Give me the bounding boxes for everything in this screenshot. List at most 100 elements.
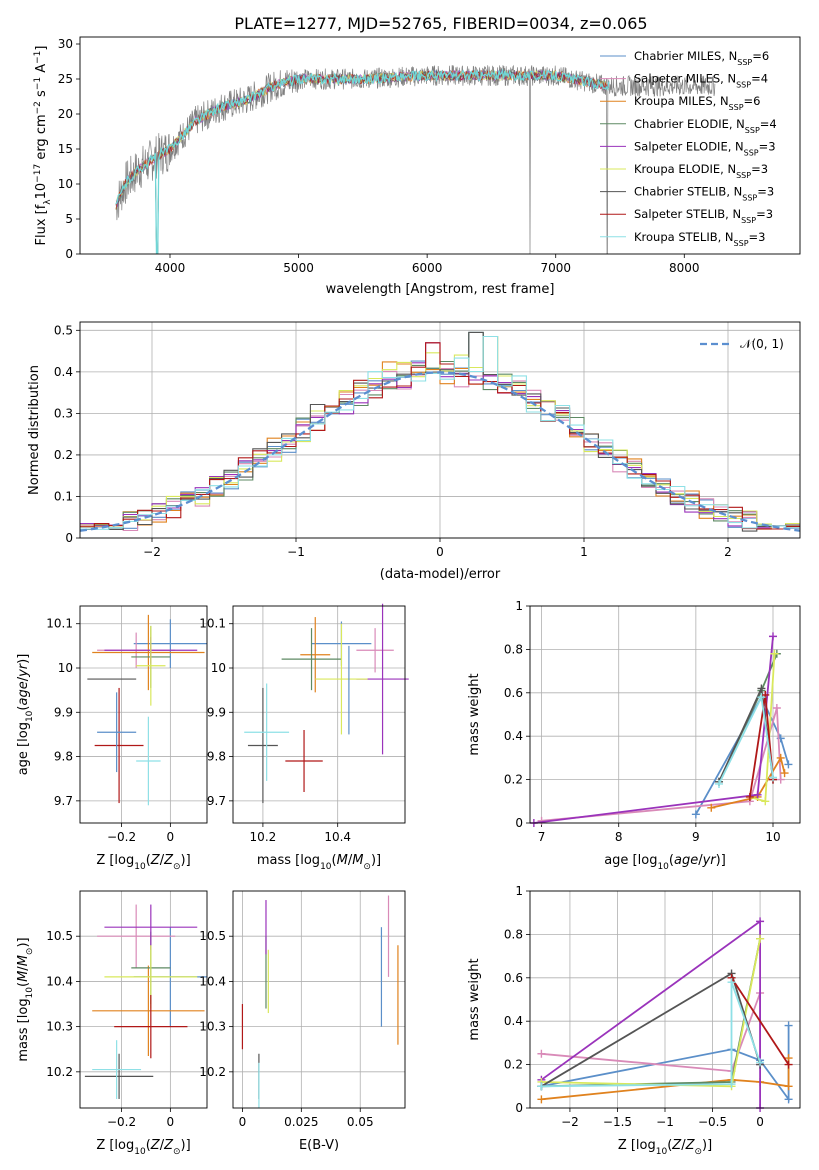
mass_vs_Z-ylabel: mass [log10(M/M⊙)] bbox=[16, 937, 35, 1061]
ylabel-part: M bbox=[16, 971, 31, 982]
weight-marker-8 bbox=[537, 1082, 546, 1091]
weight-marker-8 bbox=[727, 978, 736, 987]
residual_hist-xlabel: (data-model)/error bbox=[380, 567, 501, 582]
weight-marker-8 bbox=[727, 1080, 736, 1089]
ylabel-part: λ bbox=[43, 199, 53, 205]
y-tick-label: 0.6 bbox=[504, 686, 523, 700]
weight-line-8 bbox=[541, 981, 761, 1088]
ylabel-part: age bbox=[16, 681, 31, 705]
xlabel-part: / bbox=[160, 1138, 165, 1153]
model-spectrum-line-4 bbox=[115, 69, 610, 254]
spectrum-axes: 4000 5000 6000 7000 8000 0 5 10 15 20 25 30 bbox=[58, 37, 700, 275]
ylabel-part: Normed distribution bbox=[27, 365, 42, 495]
weight-marker-0 bbox=[784, 1021, 793, 1030]
mass_vs_Z-xlabel: Z [log10(Z/Z⊙)] bbox=[96, 1138, 190, 1157]
y-tick-label: 0.5 bbox=[54, 323, 73, 337]
age_vs_Z-plot bbox=[87, 614, 207, 806]
x-tick-label: 8 bbox=[615, 830, 623, 844]
x-tick-label: 2 bbox=[724, 545, 732, 559]
ylabel-part: −1 bbox=[33, 77, 43, 90]
legend-label-6: Chabrier STELIB, NSSP=3 bbox=[634, 185, 774, 203]
weight-marker-4 bbox=[753, 790, 762, 799]
x-tick-label: 8000 bbox=[669, 261, 700, 275]
axes-frame bbox=[79, 321, 801, 539]
residual_hist-ylabel: Normed distribution bbox=[27, 365, 42, 495]
x-tick-label: 5000 bbox=[283, 261, 314, 275]
ylabel-part: 10 bbox=[34, 183, 49, 200]
xlabel-part: 10 bbox=[656, 1147, 668, 1157]
weight-marker-1 bbox=[776, 775, 785, 784]
model-spectrum-line-5 bbox=[115, 69, 610, 254]
weight-marker-5 bbox=[761, 797, 770, 806]
model-spectrum-line-1 bbox=[115, 70, 610, 254]
y-tick-label: 1 bbox=[515, 884, 523, 898]
weight-marker-2 bbox=[784, 1082, 793, 1091]
xlabel-part: / bbox=[698, 853, 703, 868]
x-tick-label: −1.5 bbox=[603, 1115, 632, 1129]
xlabel-part: 10 bbox=[134, 862, 146, 872]
weight-marker-5 bbox=[770, 649, 779, 658]
ylabel-part: −17 bbox=[33, 164, 43, 183]
x-tick-label: 0 bbox=[167, 830, 175, 844]
legend-label-base: Salpeter STELIB, N bbox=[634, 207, 741, 221]
xlabel-part: ( bbox=[669, 853, 674, 868]
ylabel-part: M bbox=[16, 955, 31, 966]
xlabel-part: ⊙ bbox=[173, 862, 181, 872]
legend-label-0: Chabrier MILES, NSSP=6 bbox=[634, 49, 769, 67]
weight_vs_Z-xlabel: Z [log10(Z/Z⊙)] bbox=[618, 1138, 712, 1157]
legend-label-sub: SSP bbox=[734, 238, 749, 247]
legend-label-base: Chabrier STELIB, N bbox=[634, 185, 742, 199]
mass_vs_EBV-axes: 0 0.025 0.05 10.2 10.3 10.4 10.5 bbox=[199, 891, 405, 1129]
y-tick-label: 0.2 bbox=[504, 1058, 523, 1072]
y-tick-label: 0.4 bbox=[504, 729, 523, 743]
spectrum-ylabel: Flux [fλ10−17 erg cm−2 s−1 A−1] bbox=[33, 46, 53, 246]
age_vs_mass-plot bbox=[244, 603, 409, 804]
x-tick-label: 0 bbox=[239, 1115, 247, 1129]
legend-label-3: Chabrier ELODIE, NSSP=4 bbox=[634, 117, 777, 135]
ylabel-part: ( bbox=[16, 706, 31, 711]
legend-label-tail: =3 bbox=[751, 162, 768, 176]
y-tick-label: 9.8 bbox=[207, 750, 226, 764]
legend-label-sub: SSP bbox=[744, 148, 759, 157]
ylabel-part: ( bbox=[16, 982, 31, 987]
legend-label-base: Salpeter ELODIE, N bbox=[634, 139, 744, 153]
y-tick-label: 10 bbox=[58, 661, 73, 675]
y-tick-label: 20 bbox=[58, 107, 73, 121]
legend-label-tail: =3 bbox=[759, 139, 776, 153]
y-tick-label: 9.8 bbox=[54, 750, 73, 764]
y-tick-label: 9.9 bbox=[207, 705, 226, 719]
age_vs_Z-xlabel: Z [log10(Z/Z⊙)] bbox=[96, 853, 190, 872]
y-tick-label: 9.9 bbox=[54, 705, 73, 719]
ylabel-part: mass weight bbox=[467, 958, 482, 1040]
legend-label-sub: SSP bbox=[736, 80, 751, 89]
legend-label-base: Salpeter MILES, N bbox=[634, 72, 736, 86]
xlabel-part: )] bbox=[716, 853, 726, 868]
ylabel-part: erg cm bbox=[34, 114, 49, 163]
xlabel-part: yr bbox=[702, 853, 718, 868]
legend-label-sub: SSP bbox=[741, 216, 756, 225]
mass_vs_EBV-plot bbox=[241, 895, 399, 1108]
axes-frame bbox=[529, 605, 801, 824]
legend-label-tail: =4 bbox=[760, 117, 777, 131]
y-tick-label: 10.1 bbox=[46, 617, 73, 631]
xlabel-part: M bbox=[337, 853, 348, 868]
y-tick-label: 10.2 bbox=[199, 1065, 226, 1079]
weight-marker-8 bbox=[769, 773, 777, 782]
xlabel-part: )] bbox=[181, 1138, 191, 1153]
model-spectrum-line-2 bbox=[115, 69, 610, 254]
y-tick-label: 30 bbox=[58, 37, 73, 51]
xlabel-part: (data-model)/error bbox=[380, 567, 501, 582]
ylabel-part: / bbox=[16, 676, 31, 681]
xlabel-part: ( bbox=[332, 853, 337, 868]
legend-normal-label: 𝒩(0, 1) bbox=[740, 337, 784, 351]
xlabel-part: Z bbox=[163, 853, 174, 868]
y-tick-label: 10 bbox=[211, 661, 226, 675]
x-tick-label: −0.5 bbox=[698, 1115, 727, 1129]
y-tick-label: 9.7 bbox=[54, 794, 73, 808]
weight_vs_age-plot bbox=[529, 632, 793, 827]
x-tick-label: 0.05 bbox=[347, 1115, 374, 1129]
x-tick-label: 0 bbox=[167, 1115, 175, 1129]
x-tick-label: 10.4 bbox=[324, 830, 351, 844]
xlabel-part: age bbox=[674, 853, 698, 868]
xlabel-part: M bbox=[352, 853, 363, 868]
